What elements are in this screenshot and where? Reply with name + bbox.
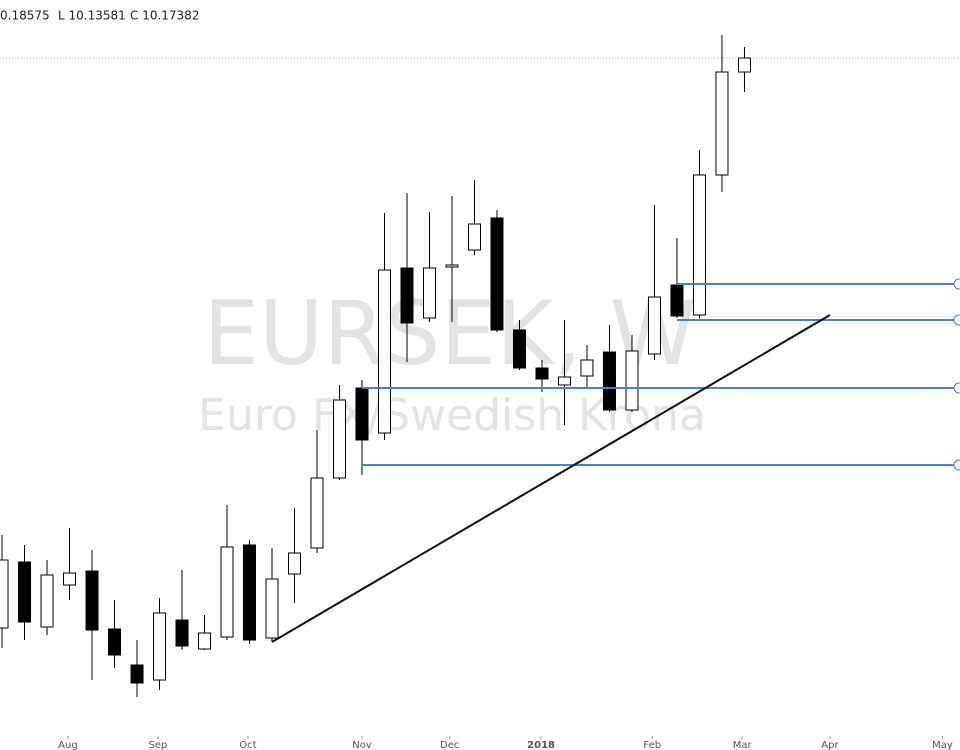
candle-body bbox=[715, 71, 729, 176]
candle-body bbox=[332, 399, 346, 479]
x-tick-label: 2018 bbox=[527, 740, 555, 750]
x-tick-label: Apr bbox=[821, 740, 839, 750]
level-handle bbox=[953, 278, 960, 290]
candle-body bbox=[18, 561, 32, 623]
level-handle bbox=[953, 382, 960, 394]
candle-body bbox=[445, 264, 459, 268]
candle-body bbox=[580, 359, 594, 377]
candle-body bbox=[40, 574, 54, 628]
x-tick-label: Feb bbox=[643, 740, 661, 750]
candle-body bbox=[265, 578, 279, 639]
candle-body bbox=[692, 174, 706, 316]
candle-body bbox=[130, 664, 144, 684]
x-tick-label: Oct bbox=[239, 740, 256, 750]
candle-body bbox=[63, 572, 77, 586]
candle-body bbox=[467, 223, 481, 251]
trendline bbox=[271, 314, 831, 643]
x-tick-label: Sep bbox=[149, 740, 168, 750]
candle-body bbox=[737, 57, 751, 73]
candle-body bbox=[400, 267, 414, 324]
candle-body bbox=[108, 628, 122, 656]
x-tick-label: May bbox=[932, 740, 953, 750]
candle-body bbox=[490, 217, 504, 331]
candle-body bbox=[355, 387, 369, 441]
candle-body bbox=[198, 632, 212, 650]
header-close: C 10.17382 bbox=[130, 9, 199, 23]
x-tick-label: Nov bbox=[352, 740, 372, 750]
candle-body bbox=[670, 284, 684, 317]
candle-body bbox=[0, 559, 9, 629]
candle-body bbox=[243, 544, 257, 641]
header-low: L 10.13581 bbox=[58, 9, 126, 23]
candle-body bbox=[422, 267, 436, 319]
candle-body bbox=[288, 552, 302, 575]
candle-body bbox=[557, 376, 571, 386]
candle-body bbox=[625, 350, 639, 411]
candle-body bbox=[377, 269, 391, 434]
watermark-name: Euro FX/Swedish Krona bbox=[198, 390, 706, 441]
candle-body bbox=[220, 546, 234, 638]
candle-body bbox=[602, 351, 616, 411]
x-tick-label: Dec bbox=[440, 740, 459, 750]
candle-body bbox=[310, 477, 324, 549]
candle-body bbox=[175, 619, 189, 647]
candle-body bbox=[85, 570, 99, 631]
watermark-symbol: EURSEK, W bbox=[203, 282, 696, 385]
level-handle bbox=[953, 314, 960, 326]
header-high: 0.18575 bbox=[0, 9, 50, 23]
candle-body bbox=[512, 329, 526, 369]
candle-body bbox=[535, 367, 549, 380]
x-tick-label: Aug bbox=[58, 740, 78, 750]
candle-body bbox=[153, 612, 167, 681]
level-handle bbox=[953, 459, 960, 471]
x-tick-label: Mar bbox=[733, 740, 753, 750]
candle-body bbox=[647, 296, 661, 355]
